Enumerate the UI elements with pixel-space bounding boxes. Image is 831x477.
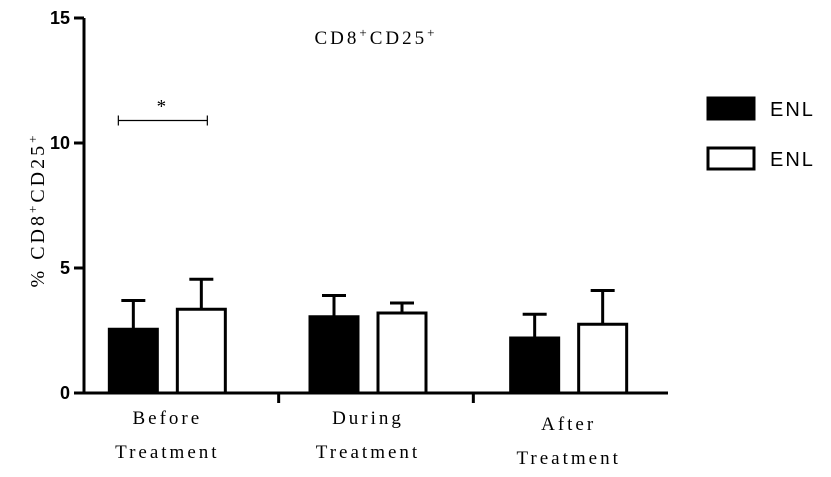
y-tick-label: 5 [60, 258, 70, 278]
bar [107, 327, 159, 395]
x-tick-label: Before [132, 408, 202, 429]
bar [577, 322, 629, 395]
x-tick-label: After [541, 414, 596, 435]
x-tick-label: Treatment [115, 442, 219, 463]
bar [175, 307, 227, 395]
x-tick-label: During [332, 408, 404, 429]
bar [509, 336, 561, 395]
bar [376, 311, 428, 395]
bar [308, 315, 360, 395]
y-tick-label: 0 [60, 383, 70, 403]
significance-star: * [157, 97, 170, 118]
legend-swatch [706, 146, 756, 171]
x-tick-label: Treatment [316, 442, 420, 463]
chart-title: CD8+CD25+ [315, 25, 438, 50]
y-axis-label: % CD8+CD25+ [25, 133, 50, 288]
y-tick-label: 15 [50, 8, 70, 28]
x-tick-label: Treatment [516, 448, 620, 469]
legend-swatch [706, 96, 756, 121]
y-tick-label: 10 [50, 133, 70, 153]
legend-label: ENL [770, 149, 815, 171]
legend-label: ENL [770, 99, 815, 121]
